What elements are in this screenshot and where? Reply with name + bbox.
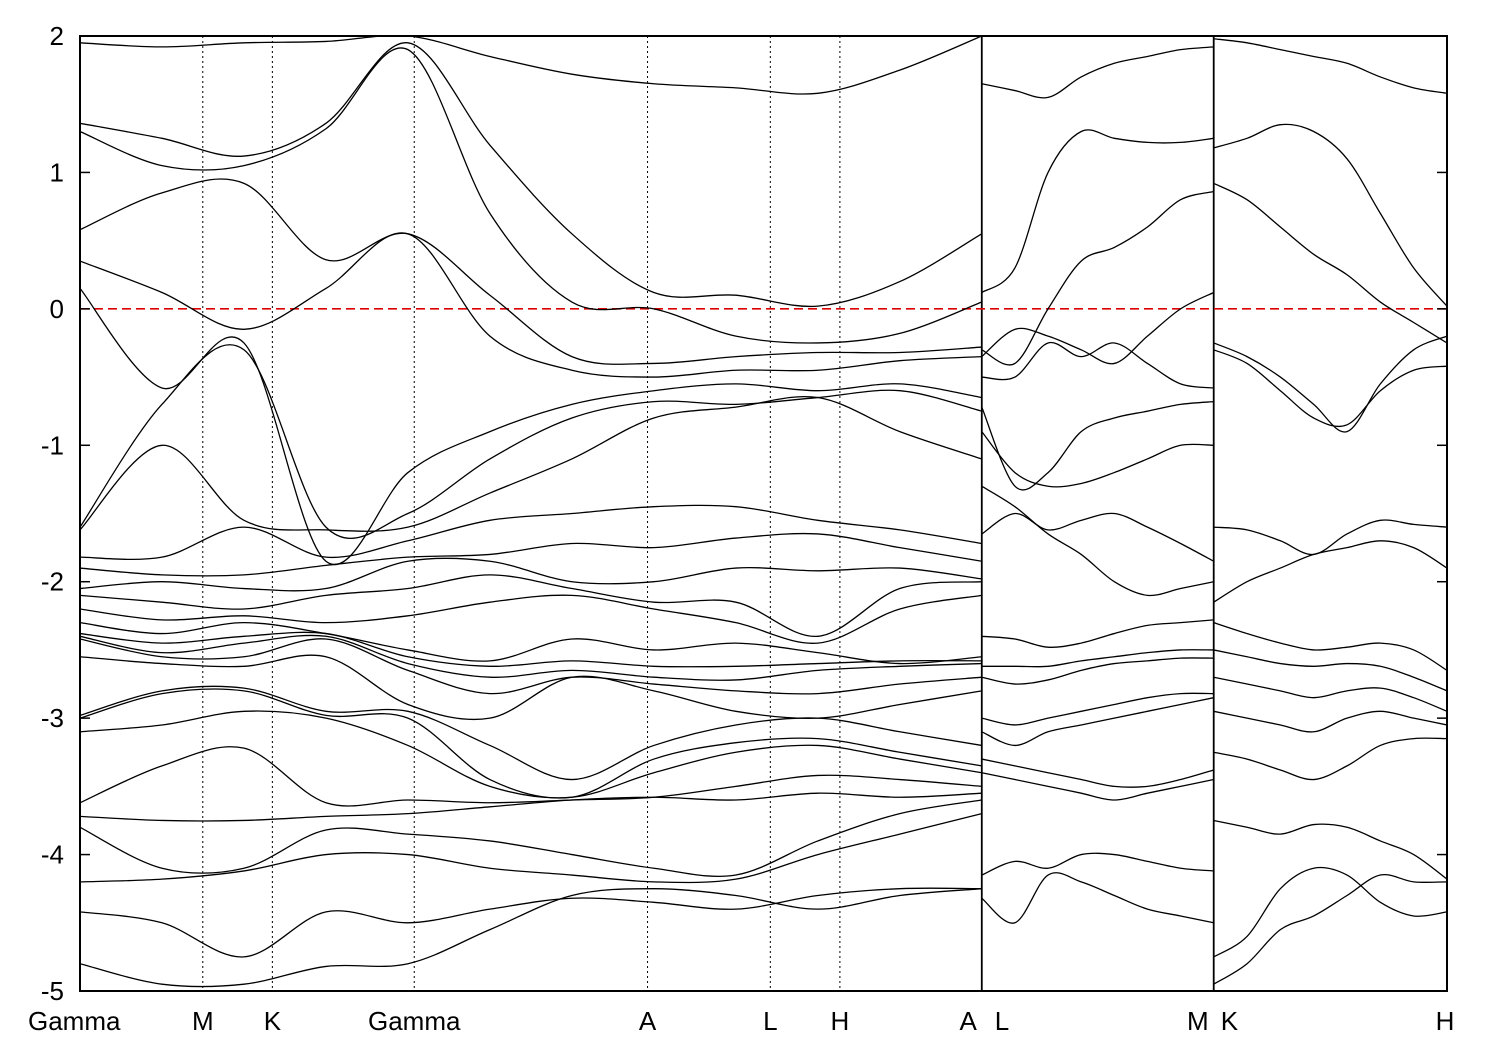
x-tick-label: H: [1436, 1006, 1455, 1036]
band-line: [981, 758, 1214, 788]
band-line: [981, 692, 1214, 726]
band-line: [80, 42, 983, 308]
y-tick-label: -2: [41, 567, 64, 597]
band-line: [80, 631, 982, 668]
band-line: [1213, 38, 1447, 94]
band-line: [80, 688, 982, 799]
x-tick-label: L: [995, 1006, 1009, 1036]
band-line: [80, 710, 982, 799]
band-line: [80, 594, 982, 644]
band-line: [1213, 866, 1447, 958]
band-line: [1213, 182, 1447, 344]
band-line: [80, 634, 982, 681]
band-line: [1213, 540, 1447, 603]
band-line: [80, 621, 982, 665]
band-line: [1213, 676, 1447, 712]
band-line: [80, 232, 982, 378]
band-line: [1213, 737, 1447, 781]
band-line: [1213, 649, 1447, 692]
band-line: [981, 400, 1214, 491]
band-line: [80, 557, 982, 592]
band-line: [80, 887, 982, 958]
band-line: [80, 685, 982, 781]
x-tick-label: Gamma: [28, 1006, 121, 1036]
band-line: [80, 574, 982, 637]
band-line: [1213, 819, 1447, 880]
x-tick-label: L: [763, 1006, 777, 1036]
y-tick-label: -3: [41, 703, 64, 733]
x-axis: Gamma M K Gamma A L H A L M K H: [28, 1006, 1454, 1036]
x-tick-label: A: [639, 1006, 657, 1036]
y-tick-label: 0: [50, 294, 64, 324]
band-line: [981, 657, 1214, 685]
band-line: [80, 532, 982, 577]
band-line: [981, 649, 1214, 668]
band-line: [981, 852, 1214, 876]
band-line: [981, 431, 1214, 488]
x-tick-label: K: [1221, 1006, 1239, 1036]
x-tick-label: K: [264, 1006, 282, 1036]
band-line: [80, 47, 983, 344]
x-tick-label: Gamma: [368, 1006, 461, 1036]
band-line: [80, 792, 982, 822]
band-line: [981, 46, 1214, 99]
band-line: [981, 129, 1214, 294]
band-line: [80, 178, 982, 365]
x-tick-label: H: [831, 1006, 850, 1036]
band-line: [981, 485, 1214, 597]
band-line: [80, 638, 982, 695]
band-line: [981, 697, 1214, 747]
band-line: [1213, 349, 1447, 428]
y-tick-label: 1: [50, 157, 64, 187]
band-line: [80, 813, 982, 884]
band-line: [1213, 519, 1447, 556]
band-line: [80, 746, 982, 807]
band-line: [981, 772, 1214, 801]
band-line: [981, 341, 1214, 389]
y-tick-label: 2: [50, 21, 64, 51]
band-line: [981, 190, 1214, 366]
x-tick-label: M: [1187, 1006, 1209, 1036]
band-line: [981, 872, 1214, 924]
band-line: [1213, 335, 1447, 433]
band-line: [80, 344, 982, 539]
y-tick-label: -4: [41, 840, 64, 870]
band-line: [1213, 123, 1447, 307]
band-line: [80, 504, 982, 561]
band-line: [80, 654, 982, 721]
y-tick-label: -5: [41, 976, 64, 1006]
plot-frame: [79, 35, 1448, 992]
x-tick-label: A: [959, 1006, 977, 1036]
y-axis: -5 -4 -3 -2 -1 0 1 2: [41, 21, 1447, 1006]
band-line: [1213, 710, 1447, 733]
y-tick-label: -1: [41, 430, 64, 460]
band-line: [80, 395, 982, 532]
high-symmetry-gridlines: [202, 36, 1215, 991]
band-line: [80, 799, 982, 878]
band-line: [80, 287, 982, 566]
band-line: [981, 619, 1214, 648]
band-line: [981, 512, 1215, 562]
band-line: [1213, 622, 1447, 671]
band-lines: [80, 36, 1447, 988]
band-line: [80, 36, 983, 95]
band-line: [80, 888, 982, 988]
x-tick-label: M: [192, 1006, 214, 1036]
band-line: [1213, 873, 1447, 985]
band-line: [981, 291, 1214, 365]
